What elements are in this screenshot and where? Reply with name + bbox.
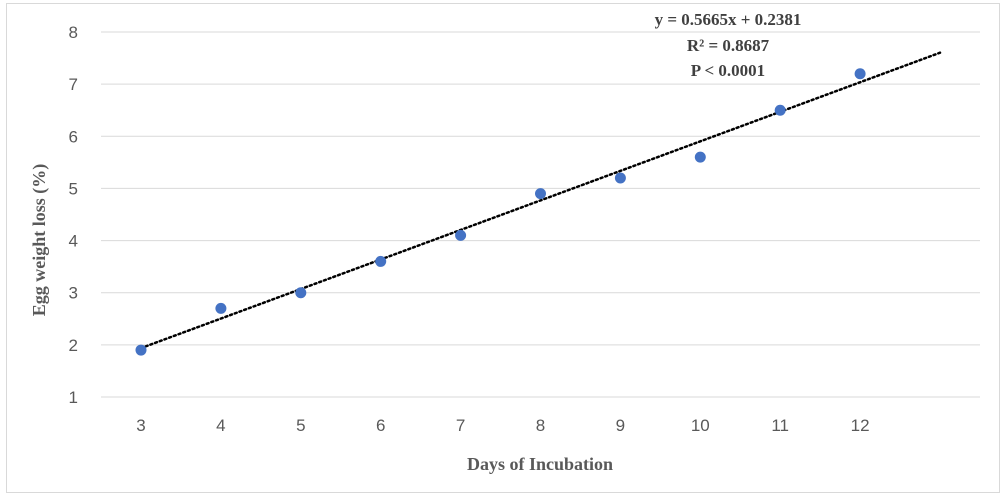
y-axis-title: Egg weight loss (%) (29, 164, 50, 317)
y-tick-label: 2 (69, 336, 78, 355)
data-point (614, 172, 626, 184)
x-tick-label: 5 (296, 416, 305, 435)
x-tick-label: 3 (136, 416, 145, 435)
x-tick-label: 8 (536, 416, 545, 435)
x-tick-label: 4 (216, 416, 225, 435)
data-points (135, 68, 866, 356)
r-squared-label: R² = 0.8687 (687, 36, 770, 55)
data-point (375, 255, 387, 267)
y-tick-label: 1 (69, 388, 78, 407)
x-tick-label: 11 (771, 416, 789, 435)
data-point (694, 151, 706, 163)
y-tick-label: 6 (69, 127, 78, 146)
x-tick-label: 9 (616, 416, 625, 435)
x-tick-label: 7 (456, 416, 465, 435)
p-value-label: P < 0.0001 (691, 61, 765, 80)
y-tick-label: 7 (69, 75, 78, 94)
chart-frame (6, 3, 1000, 493)
x-tick-labels: 3 4 5 6 7 8 9 10 11 12 (136, 416, 869, 435)
y-tick-label: 4 (69, 232, 78, 251)
x-tick-label: 12 (851, 416, 870, 435)
y-tick-label: 5 (69, 179, 78, 198)
data-point (535, 188, 546, 200)
y-tick-labels: 1 2 3 4 5 6 7 8 (69, 23, 78, 407)
y-tick-label: 8 (69, 23, 78, 42)
data-point (295, 287, 307, 299)
trendline (139, 51, 942, 350)
trendline-equation: y = 0.5665x + 0.2381 (655, 10, 802, 29)
data-point (135, 344, 147, 356)
x-axis-title: Days of Incubation (467, 454, 613, 474)
x-tick-label: 10 (691, 416, 710, 435)
data-point (854, 68, 866, 80)
data-point (215, 302, 227, 314)
data-point (455, 229, 467, 241)
data-point (774, 104, 786, 116)
x-tick-label: 6 (376, 416, 385, 435)
y-tick-label: 3 (69, 284, 78, 303)
trendline-group (139, 51, 942, 350)
